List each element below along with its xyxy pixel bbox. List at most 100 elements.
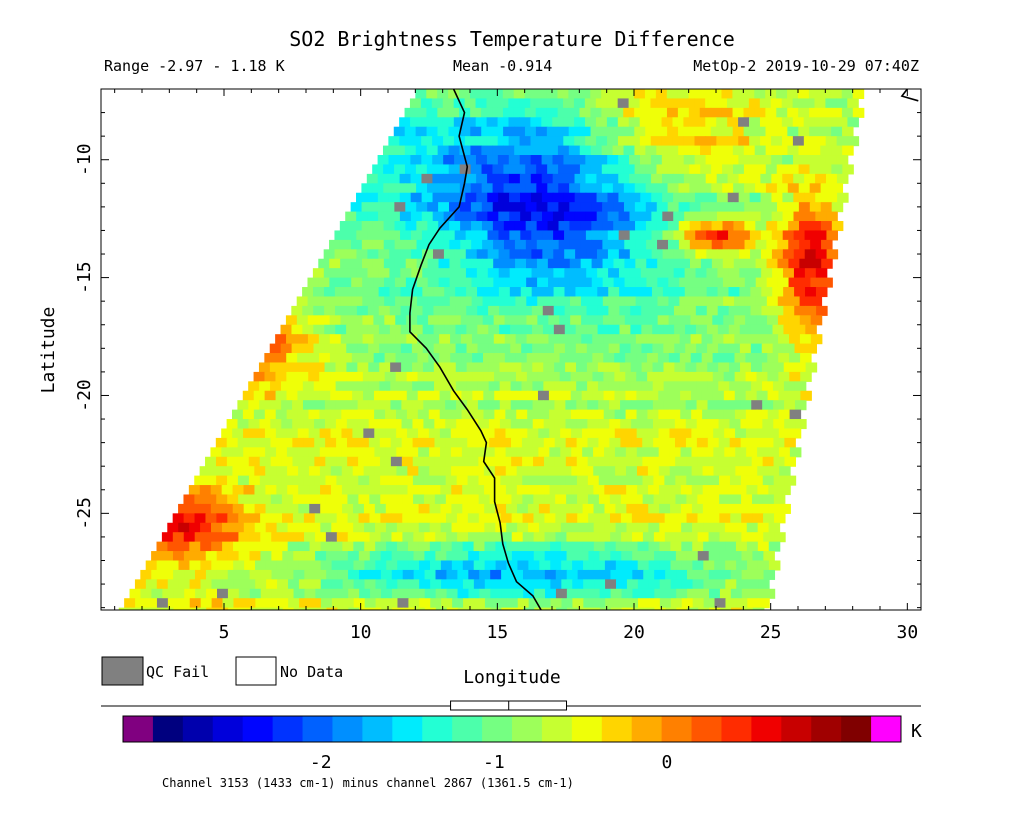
heatmap-cell [630, 324, 642, 335]
heatmap-cell [520, 192, 532, 203]
heatmap-cell [313, 381, 326, 392]
heatmap-cell [722, 202, 734, 213]
heatmap-cell [356, 211, 368, 222]
heatmap-cell [593, 522, 606, 533]
heatmap-cell [722, 221, 735, 232]
heatmap-cell [340, 258, 352, 269]
heatmap-cell [205, 475, 217, 486]
heatmap-cell [555, 569, 568, 580]
heatmap-cell [459, 183, 472, 194]
heatmap-cell [549, 428, 561, 439]
heatmap-cell [547, 221, 560, 232]
heatmap-cell [722, 164, 734, 175]
heatmap-cell [298, 541, 311, 552]
heatmap-cell [659, 522, 671, 533]
heatmap-cell [601, 107, 613, 118]
heatmap-cell [233, 598, 245, 609]
heatmap-cell [432, 211, 445, 222]
heatmap-cell [831, 202, 844, 213]
heatmap-cell [590, 145, 603, 156]
heatmap-cell [695, 268, 708, 279]
heatmap-cell [703, 560, 715, 571]
heatmap-cell [749, 136, 761, 147]
heatmap-cell [712, 353, 725, 364]
heatmap-cell [470, 126, 482, 137]
heatmap-cell [411, 305, 424, 316]
heatmap-cell [420, 98, 433, 109]
heatmap-cell [757, 503, 770, 514]
heatmap-cell [770, 98, 783, 109]
heatmap-cell [384, 353, 397, 364]
heatmap-cell [702, 503, 715, 514]
heatmap-cell [820, 183, 833, 194]
heatmap-cell [281, 400, 293, 411]
heatmap-cell [539, 560, 551, 571]
heatmap-cell [499, 324, 511, 335]
heatmap-cell [631, 419, 643, 430]
heatmap-cell [320, 522, 332, 533]
heatmap-cell [401, 400, 413, 411]
heatmap-cell [658, 390, 670, 401]
heatmap-cell [356, 287, 369, 298]
heatmap-cell [762, 475, 775, 486]
heatmap-cell [626, 541, 639, 552]
heatmap-cell [798, 164, 811, 175]
qc-fail-swatch [101, 656, 144, 686]
heatmap-cell [661, 98, 673, 109]
heatmap-cell [741, 532, 753, 543]
heatmap-cell [391, 588, 404, 599]
heatmap-cell [623, 107, 635, 118]
heatmap-cell [560, 447, 572, 458]
heatmap-cell [221, 466, 234, 477]
heatmap-cell [172, 513, 185, 524]
heatmap-cell [566, 494, 578, 505]
heatmap-cell [383, 258, 396, 269]
heatmap-cell [249, 494, 261, 505]
heatmap-cell [582, 466, 594, 477]
x-tick-label: 30 [896, 622, 918, 643]
heatmap-cell [590, 89, 602, 100]
heatmap-cell [378, 324, 391, 335]
heatmap-cell [265, 485, 277, 496]
heatmap-cell [475, 117, 488, 128]
heatmap-cell [427, 239, 439, 250]
heatmap-cell [661, 136, 674, 147]
heatmap-cell [708, 513, 720, 524]
heatmap-cell [451, 560, 464, 571]
heatmap-cell [653, 419, 665, 430]
heatmap-cell [641, 400, 654, 411]
heatmap-cell [831, 164, 843, 175]
heatmap-cell [718, 381, 730, 392]
heatmap-cell [340, 334, 353, 345]
heatmap-cell [645, 221, 658, 232]
heatmap-cell [313, 400, 326, 411]
colorbar-segment [422, 716, 453, 742]
heatmap-cell [565, 362, 577, 373]
heatmap-cell [603, 353, 615, 364]
heatmap-cell [173, 569, 185, 580]
heatmap-cell [695, 324, 708, 335]
heatmap-cell [412, 362, 424, 373]
heatmap-cell [319, 390, 331, 401]
heatmap-cell [684, 305, 697, 316]
heatmap-cell [454, 230, 467, 241]
heatmap-cell [357, 362, 369, 373]
heatmap-cell [670, 503, 682, 514]
heatmap-cell [472, 353, 484, 364]
heatmap-cell [690, 334, 703, 345]
heatmap-cell [579, 89, 591, 100]
heatmap-cell [728, 230, 740, 241]
colorbar-segment [541, 716, 573, 742]
heatmap-cell [664, 532, 677, 543]
heatmap-cell [757, 447, 769, 458]
heatmap-cell [530, 136, 543, 147]
heatmap-cell [550, 598, 563, 609]
heatmap-cell [299, 598, 311, 609]
x-axis-label: Longitude [463, 667, 561, 688]
heatmap-cell [635, 334, 648, 345]
heatmap-cell [544, 513, 556, 524]
heatmap-cell [329, 258, 341, 269]
heatmap-cell [703, 579, 715, 590]
heatmap-cell [465, 192, 477, 203]
heatmap-cell [423, 475, 436, 486]
